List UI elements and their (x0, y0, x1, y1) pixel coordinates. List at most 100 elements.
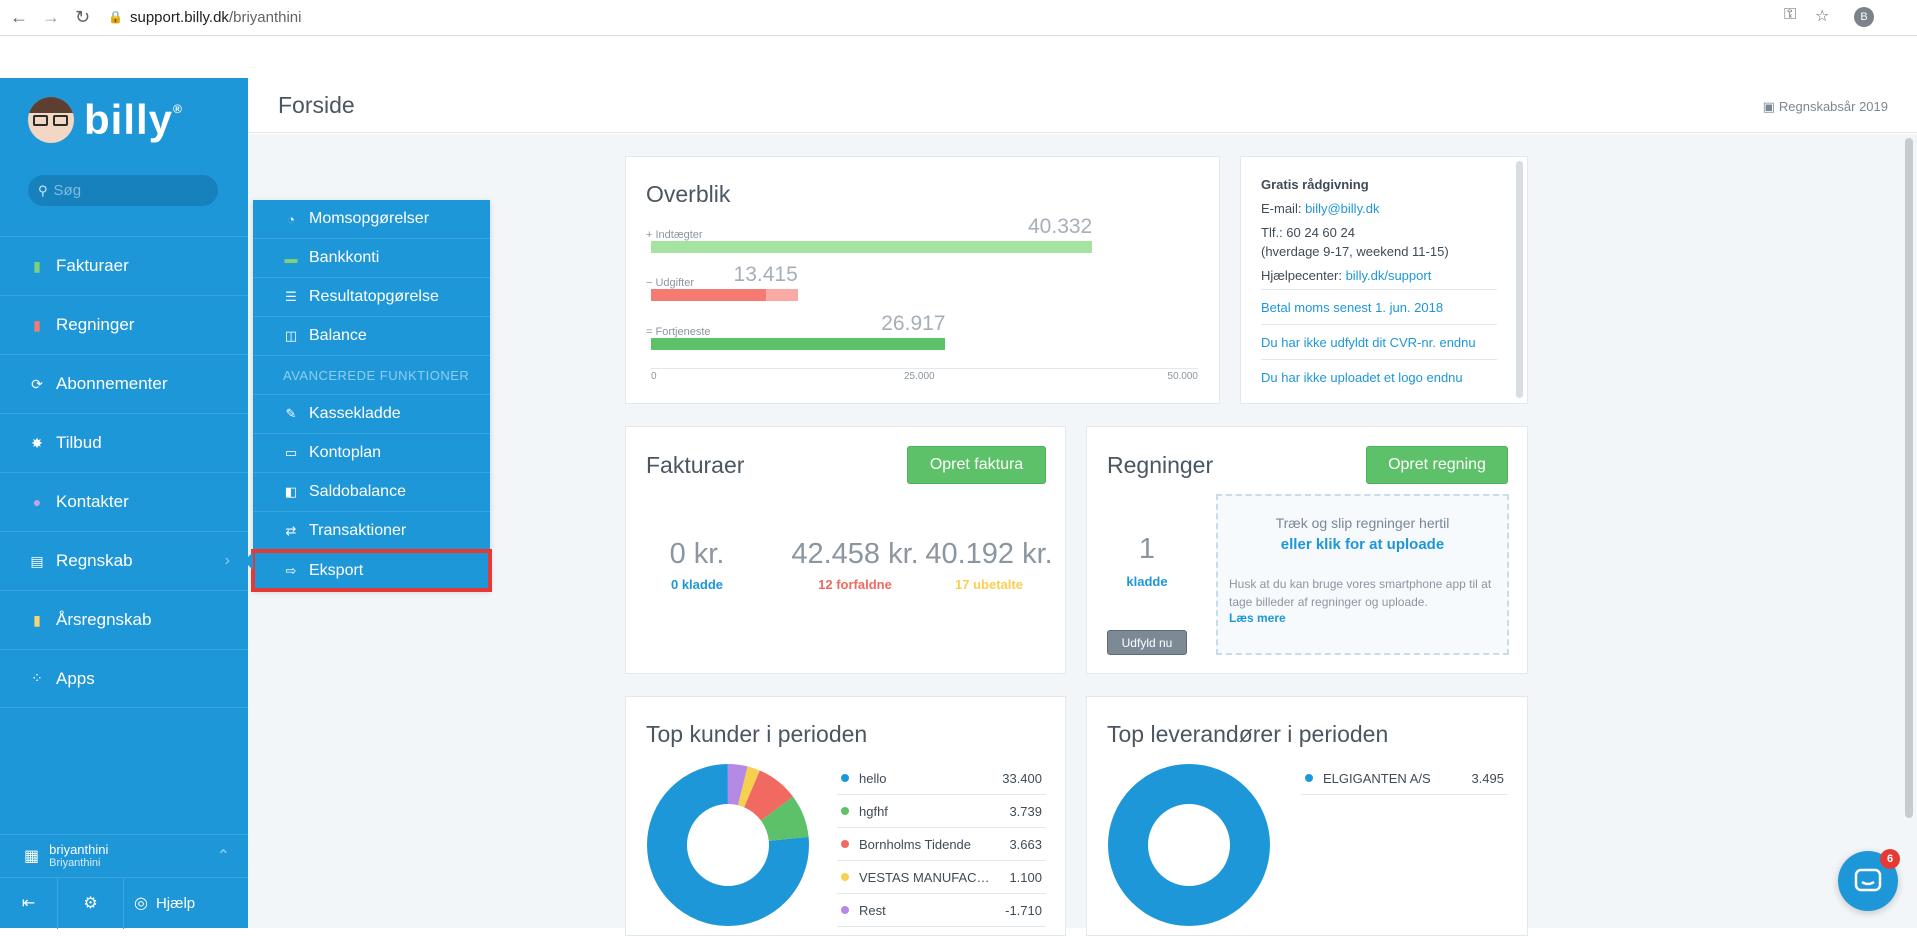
customer-name: Rest (859, 902, 886, 918)
create-invoice-button[interactable]: Opret faktura (907, 446, 1046, 484)
submenu-item-kassekladde[interactable]: ✎ Kassekladde (253, 395, 490, 434)
overview-bar[interactable] (651, 241, 1093, 253)
search-box[interactable]: ⚲ (28, 175, 218, 206)
back-arrow-icon[interactable]: ← (10, 7, 28, 27)
help-center-label: Hjælpecenter: (1261, 268, 1342, 283)
notice-link[interactable]: Du har ikke uploadet et logo endnu (1261, 359, 1497, 394)
sidebar-item-regnskab[interactable]: ▤ Regnskab › (0, 531, 248, 590)
sidebar-item-label: Regninger (56, 315, 135, 334)
donut-slice[interactable] (647, 764, 809, 926)
submenu-item-eksport[interactable]: ⇨ Eksport (251, 549, 492, 592)
invoice-stat-draft[interactable]: 0 kr. 0 kladde (627, 538, 767, 592)
customer-legend-row[interactable]: VESTAS MANUFAC… 1.100 (837, 861, 1046, 894)
sidebar-item-fakturaer[interactable]: ▮ Fakturaer (0, 236, 248, 295)
notice-link[interactable]: Du har ikke udfyldt dit CVR-nr. endnu (1261, 324, 1497, 359)
sidebar: billy® ⚲ ▮ Fakturaer ▮ Regninger ⟳ Abonneme… (0, 78, 248, 929)
overview-row-value: 40.332 (1028, 215, 1093, 238)
apps-icon: ⁘ (31, 670, 43, 686)
balance-icon: ◫ (284, 328, 298, 343)
submenu-item-momsopgorelser[interactable]: ◔ Momsopgørelser (253, 200, 490, 239)
sidebar-item-tilbud[interactable]: ✸ Tilbud (0, 413, 248, 472)
create-bill-button[interactable]: Opret regning (1366, 446, 1508, 484)
overview-bar-paid[interactable] (651, 289, 766, 301)
sidebar-item-regninger[interactable]: ▮ Regninger (0, 295, 248, 354)
sidebar-item-apps[interactable]: ⁘ Apps (0, 649, 248, 708)
invoice-stat-overdue[interactable]: 42.458 kr. 12 forfaldne (780, 538, 930, 592)
submenu-item-bankkonti[interactable]: ▬ Bankkonti (253, 239, 490, 278)
legend-dot (1305, 774, 1313, 782)
brand-name: billy (84, 96, 174, 143)
customer-value: 3.663 (1009, 836, 1042, 852)
overview-bar[interactable] (651, 338, 946, 350)
search-input[interactable] (53, 182, 204, 199)
settings-button[interactable]: ⚙ (58, 877, 124, 929)
badge-icon: ✸ (31, 434, 43, 451)
customer-value: -1.710 (1005, 902, 1042, 918)
submenu-item-transaktioner[interactable]: ⇄ Transaktioner (253, 512, 490, 551)
submenu-item-balance[interactable]: ◫ Balance (253, 317, 490, 356)
fill-now-button[interactable]: Udfyld nu (1107, 630, 1187, 655)
customer-legend-row[interactable]: hgfhf 3.739 (837, 795, 1046, 828)
sidebar-item-kontakter[interactable]: ● Kontakter (0, 472, 248, 531)
help-button[interactable]: ◎ Hjælp (124, 878, 248, 929)
customer-legend-row[interactable]: hello 33.400 (837, 762, 1046, 795)
profile-avatar[interactable]: B (1854, 7, 1874, 27)
overview-row-label: + Indtægter (646, 229, 703, 241)
supplier-legend-row[interactable]: ELGIGANTEN A/S 3.495 (1301, 762, 1508, 795)
customer-name: VESTAS MANUFAC… (859, 869, 990, 885)
donut-slice[interactable] (647, 764, 809, 926)
invoice-stat-unpaid[interactable]: 40.192 kr. 17 ubetalte (914, 538, 1064, 592)
billy-logo[interactable]: billy® (28, 96, 183, 144)
key-icon[interactable]: ⚿ (1784, 6, 1797, 23)
email-link[interactable]: billy@billy.dk (1305, 201, 1380, 216)
bill-draft-label[interactable]: kladde (1126, 574, 1168, 589)
card-scrollbar[interactable] (1516, 161, 1523, 398)
donut-slice-elgiganten (1108, 764, 1270, 926)
customer-legend-row[interactable]: Bornholms Tidende 3.663 (837, 828, 1046, 861)
overview-title: Overblik (646, 181, 731, 207)
star-icon[interactable]: ☆ (1815, 8, 1830, 25)
submenu-item-resultatopgorelse[interactable]: ☰ Resultatopgørelse (253, 278, 490, 317)
invoices-card: Fakturaer Opret faktura 0 kr. 0 kladde 4… (625, 426, 1066, 674)
transactions-icon: ⇄ (285, 523, 297, 538)
user-name: briyanthini (49, 841, 109, 857)
bill-draft-count[interactable]: 1 (1138, 533, 1156, 565)
page-scrollbar[interactable] (1905, 138, 1913, 818)
annual-report-icon: ▮ (33, 611, 41, 628)
url-path: /briyanthini (228, 8, 302, 26)
advanced-section-header: AVANCEREDE FUNKTIONER (253, 356, 490, 395)
fiscal-year-selector[interactable]: ▣ Regnskabsår 2019 (1763, 99, 1888, 115)
page-title: Forside (278, 92, 355, 118)
customer-legend-row[interactable]: Rest -1.710 (837, 894, 1046, 927)
sidebar-item-label: Apps (56, 668, 95, 688)
submenu-item-label: Bankkonti (309, 249, 380, 266)
sidebar-item-abonnementer[interactable]: ⟳ Abonnementer (0, 354, 248, 413)
help-center-link[interactable]: billy.dk/support (1345, 268, 1432, 283)
forward-arrow-icon[interactable]: → (42, 7, 60, 27)
income-statement-icon: ☰ (285, 289, 297, 304)
submenu-item-kontoplan[interactable]: ▭ Kontoplan (253, 434, 490, 473)
chart-of-accounts-icon: ▭ (284, 445, 298, 460)
upload-link[interactable]: eller klik for at uploade (1280, 536, 1445, 553)
sidebar-item-arsregnskab[interactable]: ▮ Årsregnskab (0, 590, 248, 649)
document-icon: ▮ (33, 257, 41, 274)
organization-switcher[interactable]: ▦ briyanthini Briyanthini ⌃ (0, 834, 248, 877)
chat-launcher[interactable]: 6 (1838, 849, 1900, 911)
read-more-link[interactable]: Læs mere (1229, 611, 1286, 625)
calendar-icon: ▣ (1762, 99, 1775, 114)
overview-row-value: 13.415 (733, 263, 798, 286)
customer-value: 1.100 (1009, 869, 1042, 885)
logout-icon: ⇤ (21, 895, 36, 912)
fiscal-year-label: Regnskabsår 2019 (1778, 99, 1888, 114)
submenu-item-label: Kontoplan (309, 444, 382, 461)
stat-label: 12 forfaldne (818, 577, 892, 592)
submenu-item-saldobalance[interactable]: ◧ Saldobalance (253, 473, 490, 512)
bill-dropzone[interactable]: Træk og slip regninger hertil eller klik… (1216, 494, 1509, 655)
bills-card: Regninger Opret regning 1 kladde Udfyld … (1086, 426, 1528, 674)
legend-dot (841, 840, 849, 848)
submenu-item-label: Transaktioner (309, 522, 407, 539)
address-bar[interactable]: 🔒 support.billy.dk/briyanthini (108, 4, 1808, 30)
logout-button[interactable]: ⇤ (0, 877, 58, 929)
notice-link[interactable]: Betal moms senest 1. jun. 2018 (1261, 289, 1497, 324)
reload-icon[interactable]: ↻ (75, 7, 91, 27)
